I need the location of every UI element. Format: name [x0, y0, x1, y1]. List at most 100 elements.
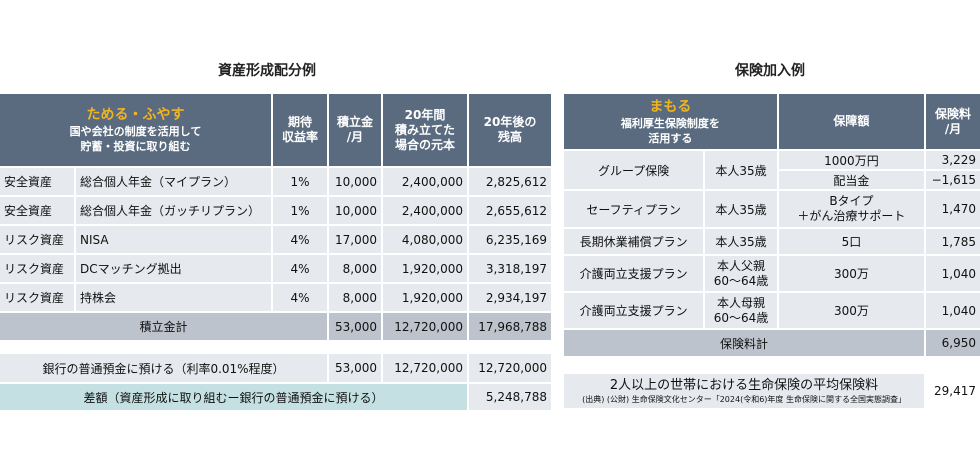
plan-name: 介護両立支援プラン — [564, 256, 704, 291]
table-row: リスク資産 DCマッチング拠出 4% 8,000 1,920,000 3,318… — [0, 255, 551, 282]
bank-principal: 12,720,000 — [383, 354, 467, 382]
average-cell: 2人以上の世帯における生命保険の平均保険料 (出典) (公財) 生命保険文化セン… — [564, 374, 925, 408]
asset-name: DCマッチング拠出 — [76, 255, 271, 282]
insurance-header-sub: 福利厚生保険制度を 活用する — [620, 116, 720, 145]
asset-rate: 4% — [273, 226, 327, 253]
header-coverage: 保障額 — [778, 94, 925, 149]
coverage: 300万 — [778, 293, 925, 328]
asset-name: 総合個人年金（ガッチリプラン） — [76, 197, 271, 224]
asset-type: 安全資産 — [0, 168, 74, 195]
asset-principal: 2,400,000 — [383, 197, 467, 224]
diff-label: 差額（資産形成に取り組むー銀行の普通預金に預ける） — [0, 384, 467, 410]
insured: 本人35歳 — [705, 191, 777, 227]
asset-balance: 2,825,612 — [469, 168, 551, 195]
total-balance: 17,968,788 — [469, 313, 551, 340]
table-row: 長期休業補償プラン 本人35歳 5口 1,785 — [564, 229, 980, 254]
asset-rate: 1% — [273, 197, 327, 224]
diff-value: 5,248,788 — [469, 384, 551, 410]
total-row: 保険料計 6,950 — [564, 330, 980, 356]
table-row: 介護両立支援プラン 本人父親 60～64歳 300万 1,040 — [564, 256, 980, 291]
asset-type: リスク資産 — [0, 284, 74, 311]
table-row: グループ保険 本人35歳 1000万円 3,229 — [564, 151, 980, 189]
asset-rate: 4% — [273, 284, 327, 311]
asset-type: リスク資産 — [0, 226, 74, 253]
asset-header-accent: ためる・ふやす — [86, 107, 185, 123]
asset-rate: 1% — [273, 168, 327, 195]
table-row: 配当金 −1,615 — [564, 171, 980, 189]
bank-row: 銀行の普通預金に預ける（利率0.01%程度） 53,000 12,720,000… — [0, 354, 551, 382]
average-source: (出典) (公財) 生命保険文化センター「2024(令和6)年度 生命保険に関す… — [582, 395, 906, 404]
bank-label: 銀行の普通預金に預ける（利率0.01%程度） — [0, 354, 327, 382]
asset-balance: 2,655,612 — [469, 197, 551, 224]
plan-name: セーフティプラン — [564, 191, 704, 227]
asset-type: リスク資産 — [0, 255, 74, 282]
insurance-header-main: まもる 福利厚生保険制度を 活用する — [564, 94, 777, 149]
insurance-table: まもる 福利厚生保険制度を 活用する 保障額 保険料 /月 グループ保険 本人3… — [562, 92, 980, 410]
bank-monthly: 53,000 — [329, 354, 381, 382]
coverage: 1000万円 — [778, 151, 925, 169]
table-row: リスク資産 NISA 4% 17,000 4,080,000 6,235,169 — [0, 226, 551, 253]
premium-total-value: 6,950 — [926, 330, 980, 356]
table-row: セーフティプラン 本人35歳 Bタイプ ＋がん治療サポート 1,470 — [564, 191, 980, 227]
asset-principal: 4,080,000 — [383, 226, 467, 253]
bank-balance: 12,720,000 — [469, 354, 551, 382]
asset-name: 持株会 — [76, 284, 271, 311]
total-monthly: 53,000 — [329, 313, 381, 340]
left-title: 資産形成配分例 — [218, 63, 316, 79]
total-principal: 12,720,000 — [383, 313, 467, 340]
header-premium: 保険料 /月 — [926, 94, 980, 149]
header-balance: 20年後の 残高 — [469, 94, 551, 166]
average-value: 29,417 — [926, 374, 980, 408]
average-label: 2人以上の世帯における生命保険の平均保険料 — [609, 378, 879, 393]
average-row: 2人以上の世帯における生命保険の平均保険料 (出典) (公財) 生命保険文化セン… — [564, 374, 980, 408]
asset-monthly: 10,000 — [329, 168, 381, 195]
premium: 1,040 — [926, 256, 980, 291]
coverage: 300万 — [778, 256, 925, 291]
premium: 1,470 — [926, 191, 980, 227]
asset-principal: 1,920,000 — [383, 284, 467, 311]
plan-name: 長期休業補償プラン — [564, 229, 704, 254]
insured: 本人35歳 — [705, 229, 777, 254]
coverage: 配当金 — [778, 171, 925, 189]
asset-header-main: ためる・ふやす 国や会社の制度を活用して 貯蓄・投資に取り組む — [0, 94, 271, 166]
plan-name: グループ保険 — [564, 151, 704, 189]
asset-name: 総合個人年金（マイプラン） — [76, 168, 271, 195]
premium: 3,229 — [926, 151, 980, 169]
header-principal: 20年間 積み立てた 場合の元本 — [383, 94, 467, 166]
total-row: 積立金計 53,000 12,720,000 17,968,788 — [0, 313, 551, 340]
premium: 1,785 — [926, 229, 980, 254]
asset-balance: 6,235,169 — [469, 226, 551, 253]
table-row: リスク資産 持株会 4% 8,000 1,920,000 2,934,197 — [0, 284, 551, 311]
asset-monthly: 8,000 — [329, 255, 381, 282]
header-monthly: 積立金 /月 — [329, 94, 381, 166]
asset-balance: 3,318,197 — [469, 255, 551, 282]
insured: 本人35歳 — [705, 151, 777, 189]
asset-monthly: 10,000 — [329, 197, 381, 224]
plan-name: 介護両立支援プラン — [564, 293, 704, 328]
insured: 本人父親 60～64歳 — [705, 256, 777, 291]
header-rate: 期待 収益率 — [273, 94, 327, 166]
table-row: 安全資産 総合個人年金（マイプラン） 1% 10,000 2,400,000 2… — [0, 168, 551, 195]
premium: −1,615 — [926, 171, 980, 189]
asset-balance: 2,934,197 — [469, 284, 551, 311]
asset-principal: 2,400,000 — [383, 168, 467, 195]
asset-rate: 4% — [273, 255, 327, 282]
asset-name: NISA — [76, 226, 271, 253]
premium: 1,040 — [926, 293, 980, 328]
coverage: Bタイプ ＋がん治療サポート — [778, 191, 925, 227]
right-title: 保険加入例 — [735, 63, 805, 79]
table-row: 安全資産 総合個人年金（ガッチリプラン） 1% 10,000 2,400,000… — [0, 197, 551, 224]
diff-row: 差額（資産形成に取り組むー銀行の普通預金に預ける） 5,248,788 — [0, 384, 551, 410]
total-label: 積立金計 — [0, 313, 327, 340]
asset-type: 安全資産 — [0, 197, 74, 224]
insurance-header-accent: まもる — [649, 98, 692, 115]
asset-table: ためる・ふやす 国や会社の制度を活用して 貯蓄・投資に取り組む 期待 収益率 積… — [0, 92, 553, 412]
asset-header-sub: 国や会社の制度を活用して 貯蓄・投資に取り組む — [69, 125, 202, 153]
table-row: 介護両立支援プラン 本人母親 60～64歳 300万 1,040 — [564, 293, 980, 328]
asset-monthly: 8,000 — [329, 284, 381, 311]
coverage: 5口 — [778, 229, 925, 254]
asset-monthly: 17,000 — [329, 226, 381, 253]
asset-principal: 1,920,000 — [383, 255, 467, 282]
insured: 本人母親 60～64歳 — [705, 293, 777, 328]
premium-total-label: 保険料計 — [564, 330, 925, 356]
